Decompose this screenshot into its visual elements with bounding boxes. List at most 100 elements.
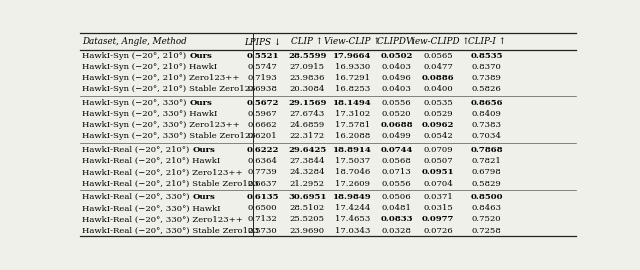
Text: 0.6938: 0.6938	[248, 85, 278, 93]
Text: 0.0520: 0.0520	[381, 110, 412, 118]
Text: 21.2952: 21.2952	[290, 180, 324, 187]
Text: 0.0403: 0.0403	[381, 63, 412, 71]
Text: 17.2609: 17.2609	[335, 180, 370, 187]
Text: 27.6743: 27.6743	[289, 110, 324, 118]
Text: 16.2088: 16.2088	[335, 132, 370, 140]
Text: 0.0328: 0.0328	[381, 227, 412, 235]
Text: 0.0833: 0.0833	[380, 215, 413, 224]
Text: 0.6637: 0.6637	[248, 180, 277, 187]
Text: View-CLIPD ↑: View-CLIPD ↑	[406, 38, 470, 46]
Text: CLIP-I ↑: CLIP-I ↑	[468, 38, 506, 46]
Text: 28.5599: 28.5599	[288, 52, 326, 60]
Text: 25.5205: 25.5205	[290, 215, 324, 224]
Text: 0.0506: 0.0506	[381, 193, 412, 201]
Text: HawkI-Syn (−20°, 330°) Zero123++: HawkI-Syn (−20°, 330°) Zero123++	[83, 121, 240, 129]
Text: 0.0951: 0.0951	[422, 168, 454, 176]
Text: 29.6425: 29.6425	[288, 146, 326, 154]
Text: 0.5967: 0.5967	[248, 110, 277, 118]
Text: 0.8370: 0.8370	[472, 63, 502, 71]
Text: 0.6364: 0.6364	[248, 157, 278, 165]
Text: 0.0496: 0.0496	[381, 74, 412, 82]
Text: 18.7046: 18.7046	[335, 168, 370, 176]
Text: HawkI-Real (−20°, 330°) Stable Zero123: HawkI-Real (−20°, 330°) Stable Zero123	[83, 227, 259, 235]
Text: 16.8253: 16.8253	[335, 85, 370, 93]
Text: 0.8656: 0.8656	[470, 99, 503, 107]
Text: 0.0499: 0.0499	[381, 132, 412, 140]
Text: 17.9664: 17.9664	[333, 52, 371, 60]
Text: 0.0556: 0.0556	[381, 99, 412, 107]
Text: HawkI-Syn (−20°, 330°) Stable Zero123: HawkI-Syn (−20°, 330°) Stable Zero123	[83, 132, 256, 140]
Text: HawkI-Real (−20°, 330°) Zero123++: HawkI-Real (−20°, 330°) Zero123++	[83, 215, 243, 224]
Text: 0.8500: 0.8500	[470, 193, 503, 201]
Text: 0.7132: 0.7132	[248, 215, 277, 224]
Text: 0.0315: 0.0315	[423, 204, 453, 212]
Text: CLIP ↑: CLIP ↑	[291, 38, 323, 46]
Text: 0.7868: 0.7868	[470, 146, 503, 154]
Text: 0.7821: 0.7821	[472, 157, 502, 165]
Text: 0.5672: 0.5672	[246, 99, 278, 107]
Text: 18.9849: 18.9849	[333, 193, 372, 201]
Text: Ours: Ours	[189, 99, 212, 107]
Text: 24.3284: 24.3284	[289, 168, 325, 176]
Text: 0.6798: 0.6798	[472, 168, 502, 176]
Text: 0.7034: 0.7034	[472, 132, 502, 140]
Text: 0.5829: 0.5829	[472, 180, 502, 187]
Text: 0.0529: 0.0529	[423, 110, 453, 118]
Text: 30.6951: 30.6951	[288, 193, 326, 201]
Text: 0.0565: 0.0565	[423, 52, 453, 60]
Text: 0.8535: 0.8535	[470, 52, 503, 60]
Text: 28.5102: 28.5102	[290, 204, 324, 212]
Text: 0.7520: 0.7520	[472, 215, 502, 224]
Text: 16.7291: 16.7291	[335, 74, 370, 82]
Text: 29.1569: 29.1569	[288, 99, 326, 107]
Text: 23.9690: 23.9690	[290, 227, 324, 235]
Text: HawkI-Syn (−20°, 210°) HawkI: HawkI-Syn (−20°, 210°) HawkI	[83, 63, 218, 71]
Text: 27.3844: 27.3844	[289, 157, 325, 165]
Text: 17.5037: 17.5037	[335, 157, 370, 165]
Text: 0.0977: 0.0977	[422, 215, 454, 224]
Text: 0.7739: 0.7739	[248, 168, 277, 176]
Text: 0.0507: 0.0507	[423, 157, 453, 165]
Text: 0.6135: 0.6135	[246, 193, 279, 201]
Text: Ours: Ours	[193, 193, 216, 201]
Text: View-CLIP ↑: View-CLIP ↑	[324, 38, 381, 46]
Text: 0.0713: 0.0713	[381, 168, 412, 176]
Text: 0.7389: 0.7389	[472, 74, 502, 82]
Text: 0.0704: 0.0704	[423, 180, 453, 187]
Text: Ours: Ours	[193, 146, 215, 154]
Text: 18.1494: 18.1494	[333, 99, 372, 107]
Text: 0.6201: 0.6201	[248, 132, 277, 140]
Text: 27.0915: 27.0915	[290, 63, 324, 71]
Text: LPIPS ↓: LPIPS ↓	[244, 38, 281, 46]
Text: HawkI-Real (−20°, 210°) Zero123++: HawkI-Real (−20°, 210°) Zero123++	[83, 168, 243, 176]
Text: 0.8409: 0.8409	[472, 110, 502, 118]
Text: 0.7258: 0.7258	[472, 227, 502, 235]
Text: 0.0542: 0.0542	[423, 132, 453, 140]
Text: HawkI-Real (−20°, 330°) HawkI: HawkI-Real (−20°, 330°) HawkI	[83, 204, 221, 212]
Text: 0.0744: 0.0744	[380, 146, 413, 154]
Text: 0.6500: 0.6500	[248, 204, 277, 212]
Text: HawkI-Syn (−20°, 330°): HawkI-Syn (−20°, 330°)	[83, 99, 189, 107]
Text: 18.8914: 18.8914	[333, 146, 372, 154]
Text: HawkI-Syn (−20°, 210°) Zero123++: HawkI-Syn (−20°, 210°) Zero123++	[83, 74, 240, 82]
Text: 0.8463: 0.8463	[472, 204, 502, 212]
Text: 0.0502: 0.0502	[380, 52, 413, 60]
Text: 17.4653: 17.4653	[335, 215, 370, 224]
Text: 0.5747: 0.5747	[248, 63, 277, 71]
Text: 0.5521: 0.5521	[246, 52, 279, 60]
Text: HawkI-Syn (−20°, 210°) Stable Zero123: HawkI-Syn (−20°, 210°) Stable Zero123	[83, 85, 256, 93]
Text: 0.0726: 0.0726	[423, 227, 453, 235]
Text: 0.0688: 0.0688	[380, 121, 413, 129]
Text: HawkI-Real (−20°, 210°) HawkI: HawkI-Real (−20°, 210°) HawkI	[83, 157, 221, 165]
Text: 0.7383: 0.7383	[472, 121, 502, 129]
Text: 0.0403: 0.0403	[381, 85, 412, 93]
Text: Dataset, Angle, Method: Dataset, Angle, Method	[83, 38, 188, 46]
Text: CLIPD ↑: CLIPD ↑	[377, 38, 416, 46]
Text: 0.0709: 0.0709	[423, 146, 453, 154]
Text: 0.5826: 0.5826	[472, 85, 502, 93]
Text: 24.6859: 24.6859	[289, 121, 324, 129]
Text: 20.3084: 20.3084	[289, 85, 325, 93]
Text: 0.0556: 0.0556	[381, 180, 412, 187]
Text: HawkI-Real (−20°, 210°): HawkI-Real (−20°, 210°)	[83, 146, 193, 154]
Text: HawkI-Real (−20°, 210°) Stable Zero123: HawkI-Real (−20°, 210°) Stable Zero123	[83, 180, 259, 187]
